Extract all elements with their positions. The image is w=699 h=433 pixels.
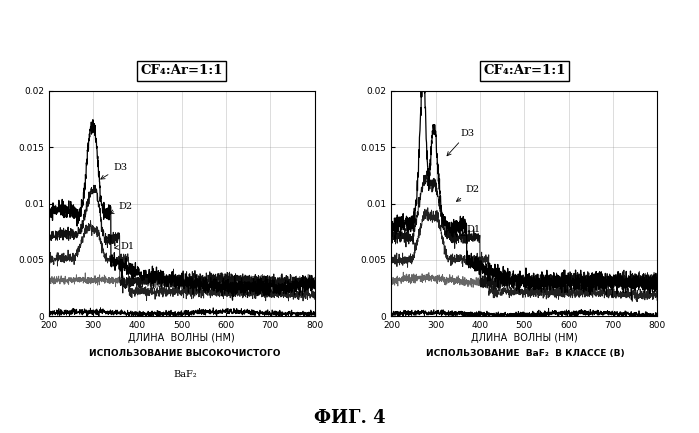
- Text: D1: D1: [115, 242, 135, 251]
- Text: BaF₂: BaF₂: [173, 370, 197, 379]
- X-axis label: ДЛИНА  ВОЛНЫ (НМ): ДЛИНА ВОЛНЫ (НМ): [129, 333, 235, 343]
- Text: D3: D3: [101, 163, 127, 179]
- Text: D2: D2: [456, 185, 480, 201]
- Text: D2: D2: [110, 202, 133, 213]
- Text: CF₄:Ar=1:1: CF₄:Ar=1:1: [483, 65, 565, 78]
- Text: D3: D3: [447, 129, 474, 156]
- Text: ИСПОЛЬЗОВАНИЕ ВЫСОКОЧИСТОГО: ИСПОЛЬЗОВАНИЕ ВЫСОКОЧИСТОГО: [89, 349, 281, 358]
- Text: ФИГ. 4: ФИГ. 4: [314, 408, 385, 427]
- Text: ИСПОЛЬЗОВАНИЕ  BaF₂  В КЛАССЕ (В): ИСПОЛЬЗОВАНИЕ BaF₂ В КЛАССЕ (В): [426, 349, 625, 358]
- X-axis label: ДЛИНА  ВОЛНЫ (НМ): ДЛИНА ВОЛНЫ (НМ): [471, 333, 577, 343]
- Text: D1: D1: [461, 225, 481, 236]
- Text: CF₄:Ar=1:1: CF₄:Ar=1:1: [140, 65, 223, 78]
